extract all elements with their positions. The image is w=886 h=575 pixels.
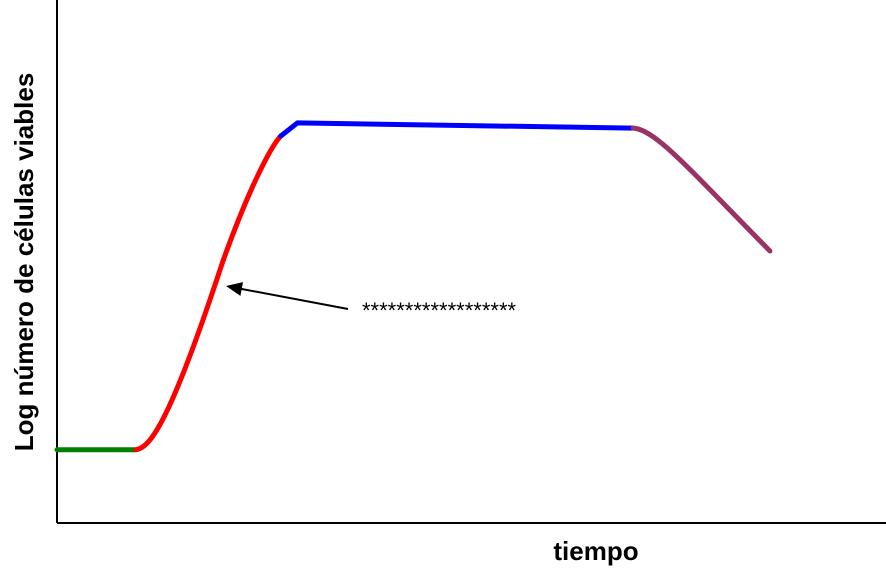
y-axis-label: Log número de células viables	[9, 73, 39, 452]
series-group	[54, 120, 773, 453]
annotation-text: ******************	[362, 298, 517, 323]
series-line-2	[133, 133, 284, 453]
series-line-3	[278, 120, 636, 139]
series-line-4	[630, 125, 773, 254]
annotation-arrow	[239, 287, 349, 310]
x-axis-label: tiempo	[553, 536, 638, 566]
annotation-arrow-head	[226, 282, 244, 296]
